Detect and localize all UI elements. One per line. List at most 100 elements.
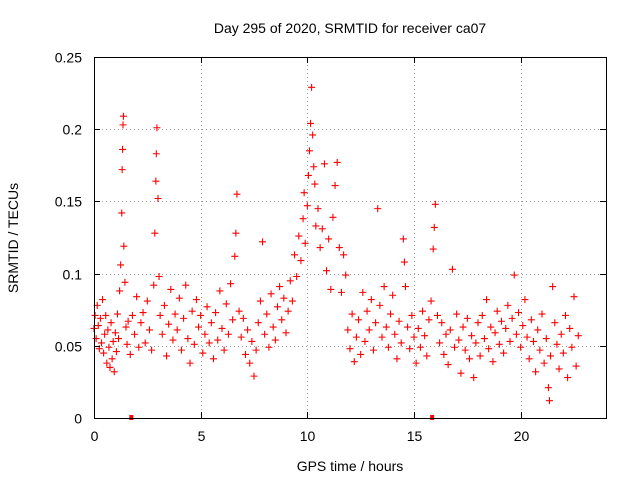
data-point (363, 307, 371, 315)
data-point (459, 323, 467, 331)
data-point (487, 323, 495, 331)
data-point (478, 311, 486, 319)
data-point (331, 182, 339, 190)
data-point (141, 339, 149, 347)
data-point (391, 330, 399, 338)
data-point (152, 177, 160, 185)
data-point (427, 297, 435, 305)
data-point (337, 288, 345, 296)
data-point (425, 316, 433, 324)
data-point (399, 235, 407, 243)
data-point (412, 359, 420, 367)
data-point (254, 319, 262, 327)
data-point (169, 336, 177, 344)
data-point (297, 257, 305, 265)
data-point (305, 147, 313, 155)
x-tick-label: 15 (407, 428, 423, 444)
data-points (90, 83, 582, 405)
data-point (544, 384, 552, 392)
data-point (480, 335, 488, 343)
data-point (99, 296, 107, 304)
data-point (201, 330, 209, 338)
data-point (408, 311, 416, 319)
data-point (357, 350, 365, 358)
data-point (104, 326, 112, 334)
data-point (355, 316, 363, 324)
data-point (570, 293, 578, 301)
data-point (436, 339, 444, 347)
data-point (124, 317, 132, 325)
data-point (307, 119, 315, 127)
data-point (244, 326, 252, 334)
data-point (152, 150, 160, 158)
data-point (143, 297, 151, 305)
data-point (214, 336, 222, 344)
data-point (342, 271, 350, 279)
data-point (574, 332, 582, 340)
data-point (564, 374, 572, 382)
data-point (389, 291, 397, 299)
data-point (451, 343, 459, 351)
data-point (318, 225, 326, 233)
data-point (239, 314, 247, 322)
data-point (148, 346, 156, 354)
data-point (327, 285, 335, 293)
data-point (429, 245, 437, 253)
data-point (192, 296, 200, 304)
data-point (102, 311, 110, 319)
data-point (502, 324, 510, 332)
x-tick-label: 10 (300, 428, 316, 444)
data-point (222, 300, 230, 308)
data-point (303, 202, 311, 210)
x-tick-label: 5 (198, 428, 206, 444)
data-point (406, 345, 414, 353)
data-point (323, 267, 331, 275)
data-point (517, 343, 525, 351)
x-tick-label: 0 (91, 428, 99, 444)
data-point (561, 311, 569, 319)
data-point (261, 330, 269, 338)
data-point (359, 288, 367, 296)
data-point (218, 324, 226, 332)
data-point (310, 163, 318, 171)
data-point (444, 361, 452, 369)
data-point (542, 335, 550, 343)
data-point (188, 307, 196, 315)
data-point (252, 346, 260, 354)
data-point (154, 195, 162, 203)
data-point (150, 281, 158, 289)
data-point (410, 333, 418, 341)
data-point (101, 330, 109, 338)
data-point (440, 350, 448, 358)
data-point (314, 205, 322, 213)
data-point (515, 309, 523, 317)
data-point (291, 251, 299, 259)
data-point (453, 310, 461, 318)
data-point (457, 369, 465, 377)
data-point (545, 397, 553, 405)
data-point (387, 310, 395, 318)
data-point (123, 340, 131, 348)
data-point (367, 296, 375, 304)
data-point (382, 323, 390, 331)
data-point (286, 277, 294, 285)
data-point (120, 242, 128, 250)
x-axis-marker (430, 415, 435, 420)
data-point (250, 372, 258, 380)
data-point (246, 359, 254, 367)
data-point (416, 343, 424, 351)
data-point (559, 349, 567, 357)
data-point (549, 283, 557, 291)
data-point (280, 294, 288, 302)
data-point (295, 232, 303, 240)
data-point (504, 301, 512, 309)
data-point (190, 340, 198, 348)
data-point (525, 355, 533, 363)
data-point (118, 209, 126, 217)
data-point (493, 307, 501, 315)
data-point (508, 314, 516, 322)
data-point (107, 319, 115, 327)
data-point (523, 333, 531, 341)
data-point (344, 326, 352, 334)
